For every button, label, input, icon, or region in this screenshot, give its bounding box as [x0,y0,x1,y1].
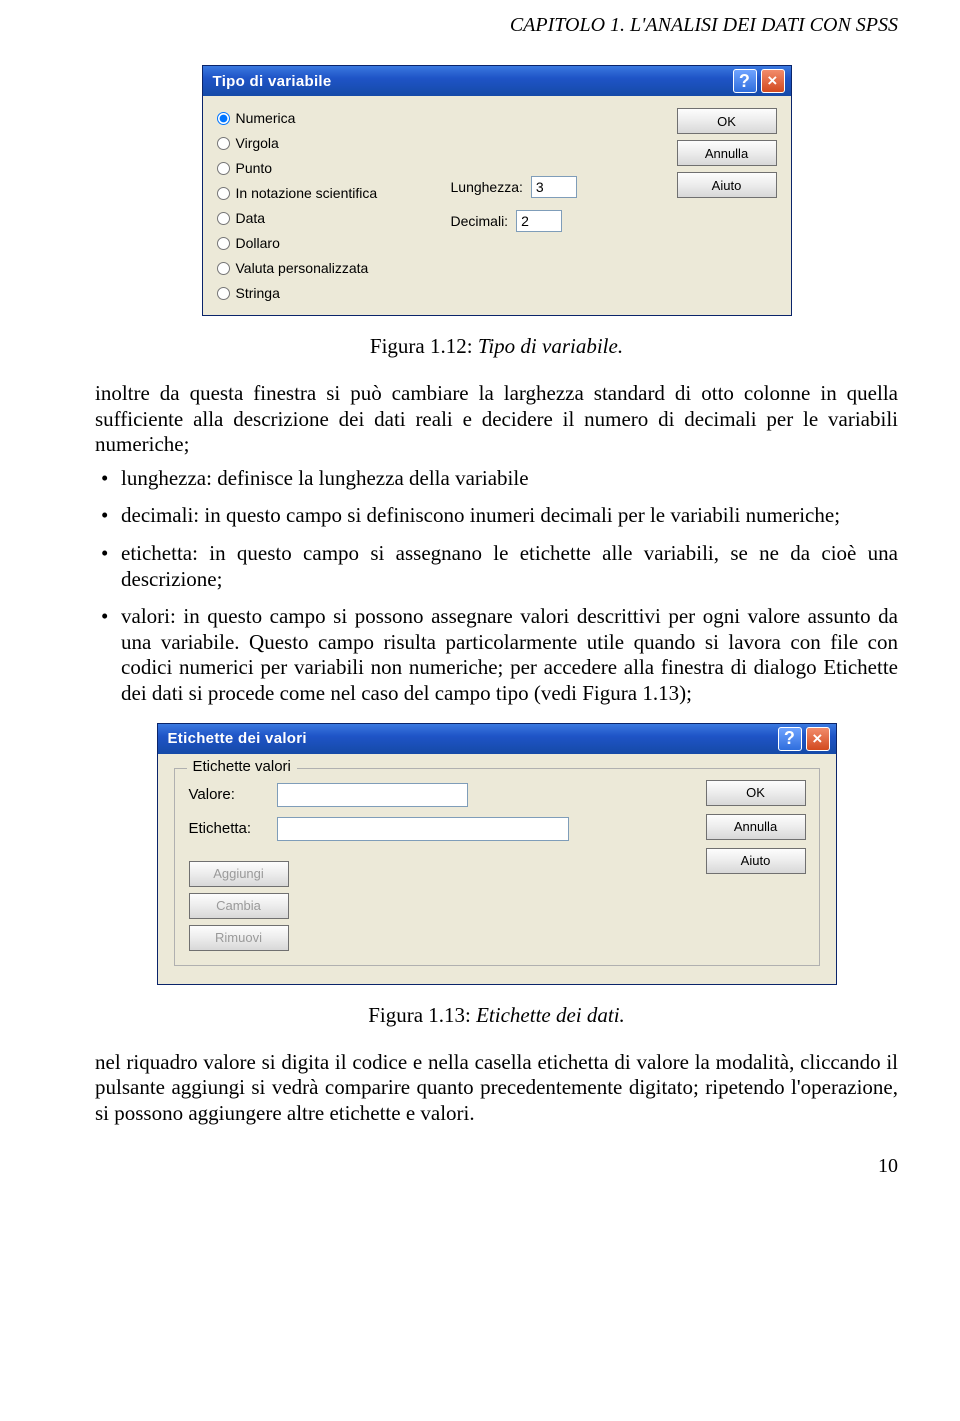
valore-label: Valore: [189,786,269,803]
rimuovi-button[interactable]: Rimuovi [189,925,289,951]
radio-label: Dollaro [236,235,280,251]
valore-input[interactable] [277,783,468,807]
radio-punto[interactable]: Punto [217,160,437,176]
radio-stringa[interactable]: Stringa [217,285,437,301]
radio-label: Virgola [236,135,279,151]
figure-1-12-caption: Figura 1.12: Tipo di variabile. [95,334,898,359]
aiuto-button[interactable]: Aiuto [677,172,777,198]
paragraph-outro: nel riquadro valore si digita il codice … [95,1050,898,1127]
annulla-button[interactable]: Annulla [677,140,777,166]
radio-label: Data [236,210,266,226]
page-number: 10 [95,1155,898,1178]
help-icon[interactable]: ? [733,69,757,93]
radio-valuta-personalizzata[interactable]: Valuta personalizzata [217,260,437,276]
ok-button[interactable]: OK [706,780,806,806]
lunghezza-input[interactable] [531,176,577,198]
tipo-variabile-dialog: Tipo di variabile ? × Numerica Virgola P… [202,65,792,316]
page-header: CAPITOLO 1. L'ANALISI DEI DATI CON SPSS [95,14,898,37]
dialog-title: Tipo di variabile [213,73,332,90]
numeric-fields: Lunghezza: Decimali: [451,106,663,301]
radio-data[interactable]: Data [217,210,437,226]
list-item: etichetta: in questo campo si assegnano … [95,541,898,592]
aggiungi-button[interactable]: Aggiungi [189,861,289,887]
radio-label: Valuta personalizzata [236,260,369,276]
radio-virgola[interactable]: Virgola [217,135,437,151]
radio-label: Stringa [236,285,280,301]
figure-1-12: Tipo di variabile ? × Numerica Virgola P… [95,65,898,316]
cambia-button[interactable]: Cambia [189,893,289,919]
variable-type-radios: Numerica Virgola Punto In notazione scie… [217,106,437,301]
dialog-titlebar: Etichette dei valori ? × [158,724,836,754]
decimali-input[interactable] [516,210,562,232]
lunghezza-label: Lunghezza: [451,179,523,195]
radio-label: In notazione scientifica [236,185,378,201]
list-item: decimali: in questo campo si definiscono… [95,503,898,529]
dialog-titlebar: Tipo di variabile ? × [203,66,791,96]
list-item: lunghezza: definisce la lunghezza della … [95,466,898,492]
paragraph-intro: inoltre da questa finestra si può cambia… [95,381,898,458]
close-icon[interactable]: × [761,69,785,93]
ok-button[interactable]: OK [677,108,777,134]
aiuto-button[interactable]: Aiuto [706,848,806,874]
help-icon[interactable]: ? [778,727,802,751]
fieldset-legend: Etichette valori [187,758,297,775]
etichetta-input[interactable] [277,817,569,841]
etichette-valori-dialog: Etichette dei valori ? × Etichette valor… [157,723,837,985]
figure-1-13: Etichette dei valori ? × Etichette valor… [95,723,898,985]
radio-label: Numerica [236,110,296,126]
radio-numerica[interactable]: Numerica [217,110,437,126]
radio-notazione-scientifica[interactable]: In notazione scientifica [217,185,437,201]
annulla-button[interactable]: Annulla [706,814,806,840]
figure-1-13-caption: Figura 1.13: Etichette dei dati. [95,1003,898,1028]
dialog-title: Etichette dei valori [168,730,307,747]
etichetta-label: Etichetta: [189,820,269,837]
radio-label: Punto [236,160,273,176]
radio-dollaro[interactable]: Dollaro [217,235,437,251]
field-description-list: lunghezza: definisce la lunghezza della … [95,466,898,707]
decimali-label: Decimali: [451,213,509,229]
close-icon[interactable]: × [806,727,830,751]
list-item: valori: in questo campo si possono asseg… [95,604,898,706]
